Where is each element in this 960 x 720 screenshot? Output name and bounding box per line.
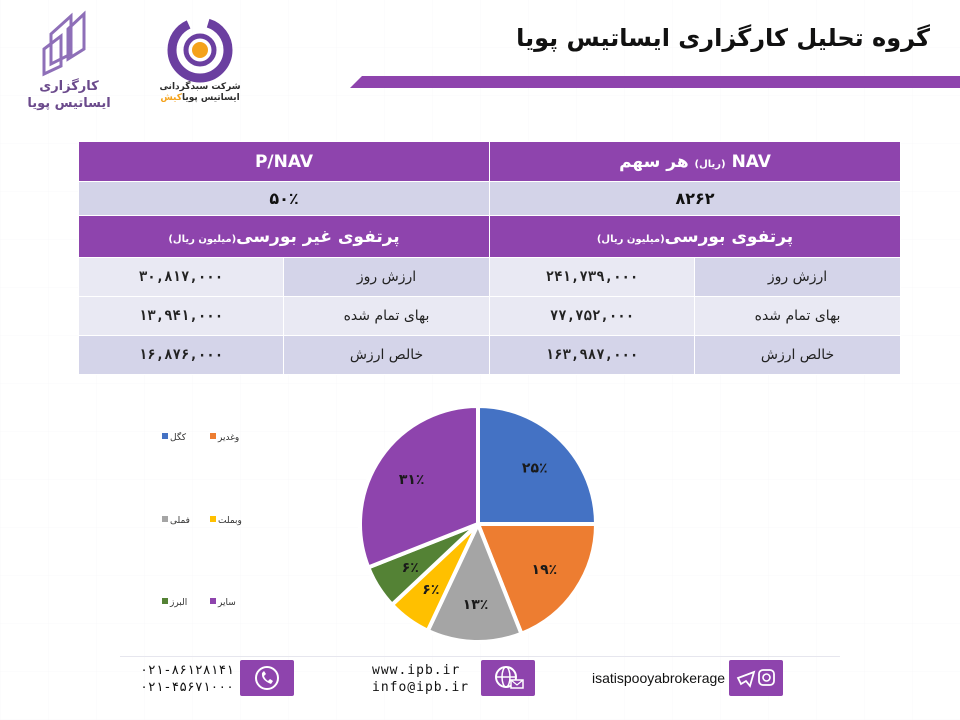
nav-header: NAV (ریال) هر سهم <box>488 141 902 182</box>
nonbourse-portfolio-header: پرتفوی غیر بورسی(میلیون ریال) <box>78 215 490 258</box>
portfolio-table: NAV (ریال) هر سهم P/NAV ۸۲۶۲ ۵۰٪ پرتفوی … <box>78 141 902 375</box>
legend-swatch <box>210 516 216 522</box>
phone-number-1: ۰۲۱-۸۶۱۲۸۱۴۱ <box>140 663 234 678</box>
title-underline-bar <box>350 76 960 88</box>
page-title: گروه تحلیل کارگزاری ایساتیس پویا <box>516 24 930 52</box>
legend-label: کگل <box>170 431 187 443</box>
row-label: خالص ارزش <box>283 335 490 375</box>
table-row: بهای تمام شده ۷۷,۷۵۲,۰۰۰ بهای تمام شده ۱… <box>78 296 902 336</box>
legend-label: سایر <box>217 598 236 608</box>
table-row: خالص ارزش ۱۶۳,۹۸۷,۰۰۰ خالص ارزش ۱۶,۸۷۶,۰… <box>78 335 902 375</box>
globe-mail-icon[interactable] <box>481 660 535 696</box>
pie-data-label: ۶٪ <box>402 560 419 576</box>
portfolio-company-logo-text: شرکت سبدگردانی ایساتیس پویاکیش <box>159 82 241 103</box>
pnav-header: P/NAV <box>78 141 490 182</box>
legend-swatch <box>162 433 168 439</box>
portfolio-pie-chart: ۲۵٪ ۱۹٪ ۱۳٪ ۶٪۶٪ ۳۱٪ کگل وغدیر فملی وبملت البرز سا… <box>162 403 599 644</box>
email-link[interactable]: info@ipb.ir <box>372 680 470 695</box>
row-label: بهای تمام شده <box>283 296 490 336</box>
legend-swatch <box>210 433 216 439</box>
pie-data-label: ۱۹٪ <box>532 562 558 578</box>
bourse-value: ۲۴۱,۷۳۹,۰۰۰ <box>488 257 696 297</box>
pie-slice <box>476 403 599 526</box>
legend-swatch <box>162 516 168 522</box>
pnav-value: ۵۰٪ <box>78 181 490 216</box>
legend-label: فملی <box>170 516 190 526</box>
nav-value: ۸۲۶۲ <box>488 181 902 216</box>
web-contacts: www.ipb.ir info@ipb.ir <box>372 662 476 696</box>
legend-label: البرز <box>169 598 187 608</box>
phone-icon[interactable] <box>240 660 294 696</box>
legend-label: وغدیر <box>217 433 239 443</box>
pie-data-label: ۱۳٪ <box>463 597 489 613</box>
social-handle[interactable]: isatispooyabrokerage <box>592 670 726 686</box>
brokerage-logo-text: کارگزاری ایساتیس پویا <box>27 79 111 111</box>
table-row: ارزش روز ۲۴۱,۷۳۹,۰۰۰ ارزش روز ۳۰,۸۱۷,۰۰۰ <box>78 257 902 297</box>
pie-slice <box>358 403 480 571</box>
legend-swatch <box>210 598 216 604</box>
legend-swatch <box>162 598 168 604</box>
row-label: ارزش روز <box>283 257 490 297</box>
row-label: ارزش روز <box>694 257 902 297</box>
nonbourse-value: ۱۶,۸۷۶,۰۰۰ <box>78 335 284 375</box>
pie-slice <box>425 518 525 644</box>
nonbourse-value: ۳۰,۸۱۷,۰۰۰ <box>78 257 284 297</box>
phone-numbers: ۰۲۱-۸۶۱۲۸۱۴۱ ۰۲۱-۴۵۶۷۱۰۰۰ <box>130 662 234 696</box>
bourse-value: ۱۶۳,۹۸۷,۰۰۰ <box>488 335 696 375</box>
phone-number-2: ۰۲۱-۴۵۶۷۱۰۰۰ <box>140 680 234 695</box>
bourse-value: ۷۷,۷۵۲,۰۰۰ <box>488 296 696 336</box>
pie-data-label: ۶٪ <box>422 582 439 598</box>
legend-label: وبملت <box>218 516 242 526</box>
pie-data-label: ۳۱٪ <box>399 472 425 488</box>
bourse-portfolio-header: پرتفوی بورسی(میلیون ریال) <box>488 215 902 258</box>
telegram-instagram-icon[interactable] <box>729 660 783 696</box>
row-label: بهای تمام شده <box>694 296 902 336</box>
pie-slice <box>475 522 599 637</box>
website-link[interactable]: www.ipb.ir <box>372 663 461 678</box>
nonbourse-value: ۱۳,۹۴۱,۰۰۰ <box>78 296 284 336</box>
pie-data-label: ۲۵٪ <box>522 460 548 476</box>
row-label: خالص ارزش <box>694 335 902 375</box>
brokerage-logo-icon <box>42 10 86 77</box>
portfolio-company-logo-icon <box>167 17 233 83</box>
footer-divider <box>120 656 840 657</box>
